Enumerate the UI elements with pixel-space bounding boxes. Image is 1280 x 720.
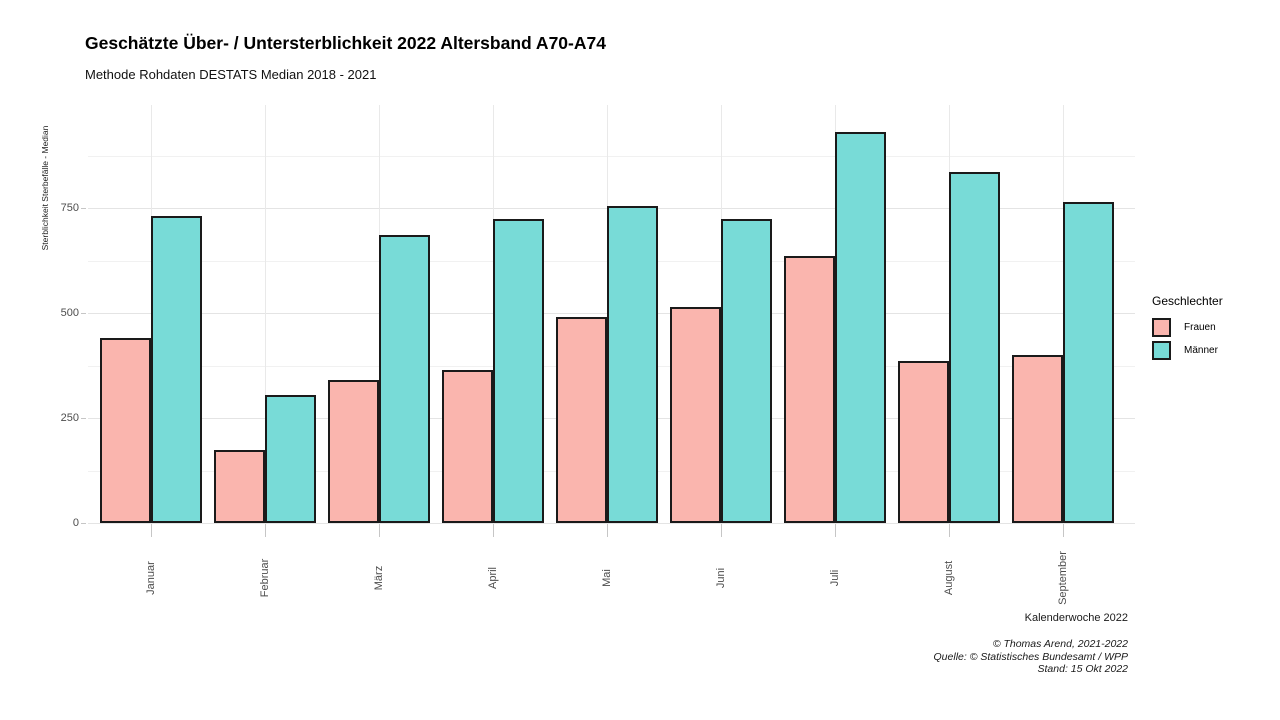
chart-title: Geschätzte Über- / Untersterblichkeit 20… <box>85 33 606 53</box>
y-tick <box>81 523 86 524</box>
x-tick <box>721 524 722 537</box>
legend-title: Geschlechter <box>1152 294 1223 308</box>
gridline-minor <box>88 155 1135 157</box>
bar-männer-februar <box>265 394 316 523</box>
y-tick <box>81 418 86 419</box>
bar-frauen-juni <box>670 306 721 523</box>
bar-frauen-mai <box>556 317 607 523</box>
x-tick-label-juni: Juni <box>715 567 727 589</box>
bar-männer-januar <box>151 216 202 523</box>
x-tick-label-januar: Januar <box>145 561 157 595</box>
x-tick-label-juli: Juli <box>829 569 841 587</box>
y-tick-label: 250 <box>60 412 79 424</box>
x-tick <box>151 524 152 537</box>
legend-label-männer: Männer <box>1184 345 1218 356</box>
bar-männer-august <box>949 172 1000 523</box>
legend-item-männer: Männer <box>1152 339 1223 362</box>
caption-line: Quelle: © Statistisches Bundesamt / WPP <box>933 650 1128 663</box>
caption-line: Stand: 15 Okt 2022 <box>1037 663 1128 675</box>
chart-subtitle: Methode Rohdaten DESTATS Median 2018 - 2… <box>85 67 377 82</box>
y-axis-title: Sterblichkeit Sterbefälle - Median <box>40 125 50 251</box>
bar-männer-mai <box>607 205 658 523</box>
y-tick-label: 750 <box>60 202 79 214</box>
x-tick-label-mai: Mai <box>601 569 613 587</box>
legend-swatch-frauen-icon <box>1152 318 1171 337</box>
bar-frauen-juli <box>784 256 835 523</box>
bar-männer-juni <box>721 218 772 523</box>
y-tick-label: 0 <box>72 517 79 529</box>
x-tick-label-februar: Februar <box>259 558 271 598</box>
legend-swatch-männer-icon <box>1152 341 1171 360</box>
bar-männer-märz <box>379 235 430 523</box>
y-tick <box>81 313 86 314</box>
x-tick-label-märz: März <box>373 565 385 591</box>
gridline-major <box>88 523 1135 524</box>
bar-frauen-januar <box>100 338 151 523</box>
legend-items: Frauen Männer <box>1152 316 1223 362</box>
x-tick <box>835 524 836 537</box>
bar-frauen-april <box>442 369 493 523</box>
bar-männer-juli <box>835 132 886 523</box>
x-tick-label-september: September <box>1057 551 1069 605</box>
x-tick <box>1063 524 1064 537</box>
bar-männer-april <box>493 218 544 523</box>
caption-line: © Thomas Arend, 2021-2022 <box>992 638 1128 650</box>
legend-item-frauen: Frauen <box>1152 316 1223 339</box>
x-axis-title: Kalenderwoche 2022 <box>1024 612 1128 624</box>
bar-frauen-märz <box>328 380 379 523</box>
bar-frauen-august <box>898 361 949 523</box>
bar-frauen-september <box>1012 355 1063 523</box>
x-tick <box>379 524 380 537</box>
x-tick <box>493 524 494 537</box>
x-tick <box>949 524 950 537</box>
x-tick-label-august: August <box>943 560 955 596</box>
bar-frauen-februar <box>214 449 265 523</box>
x-tick-label-april: April <box>487 566 499 590</box>
caption: © Thomas Arend, 2021-2022 Quelle: © Stat… <box>934 638 1128 676</box>
legend: Geschlechter Frauen Männer <box>1152 294 1223 362</box>
plot-panel <box>88 105 1135 524</box>
bar-männer-september <box>1063 201 1114 523</box>
x-tick <box>265 524 266 537</box>
legend-label-frauen: Frauen <box>1184 322 1216 333</box>
gridline-vertical <box>265 105 266 523</box>
x-tick <box>607 524 608 537</box>
y-tick <box>81 208 86 209</box>
y-tick-label: 500 <box>60 307 79 319</box>
